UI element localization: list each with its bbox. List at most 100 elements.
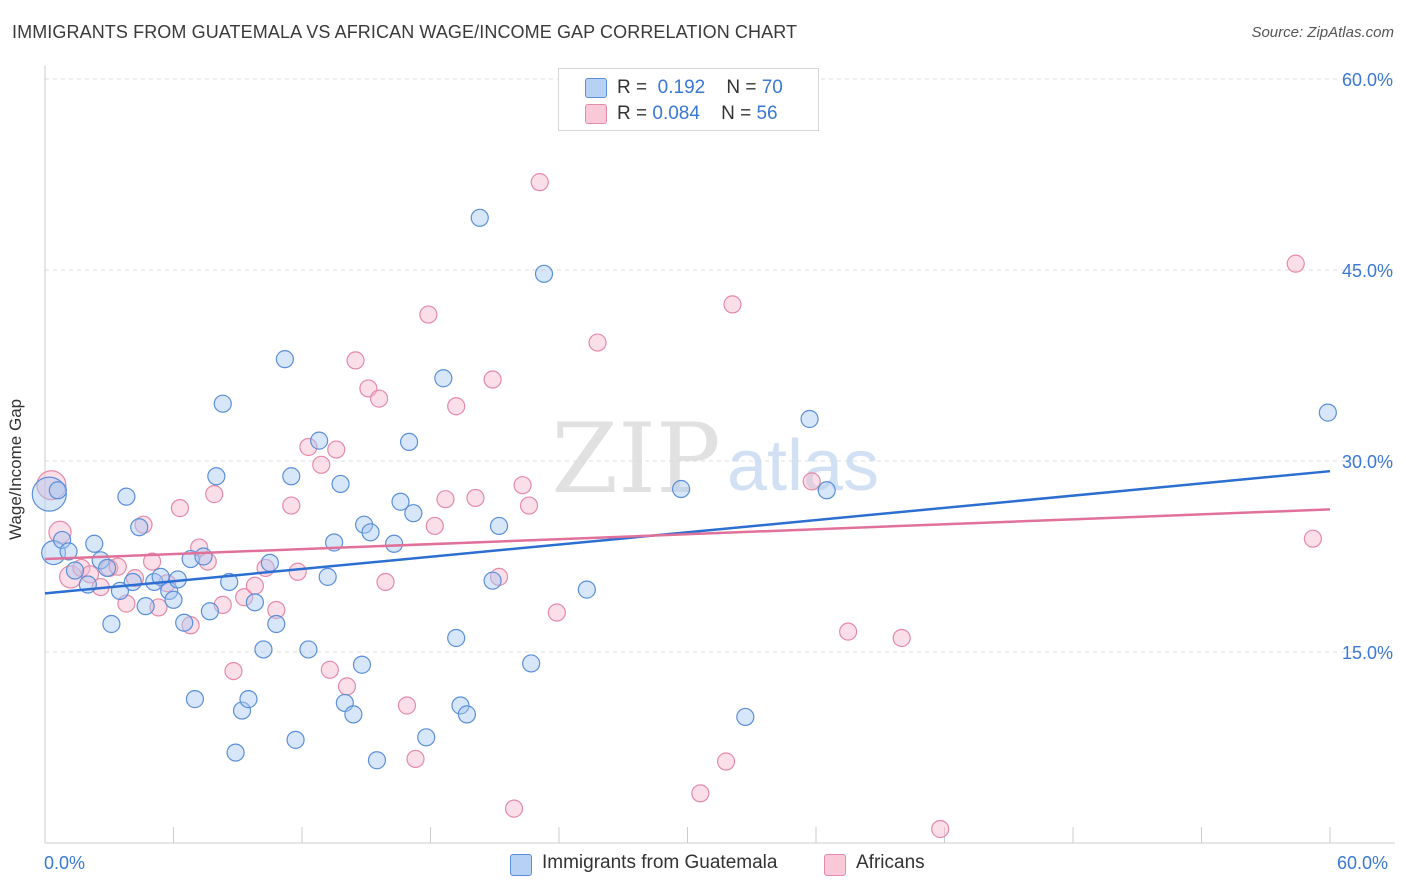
africans-point <box>547 603 566 622</box>
guatemala-point <box>451 696 470 715</box>
x-tick-min: 0.0% <box>44 853 86 873</box>
bottom-legend-swatch-blue <box>510 854 532 876</box>
y-tick-label: 45.0% <box>1342 261 1393 281</box>
guatemala-point <box>226 743 245 762</box>
guatemala-point <box>310 431 329 450</box>
guatemala-point <box>85 534 104 553</box>
legend-n-label: N = <box>726 77 757 98</box>
guatemala-point <box>185 690 205 709</box>
guatemala-trend-line <box>44 469 1331 595</box>
africans-point <box>406 749 425 769</box>
africans-point <box>419 305 438 324</box>
guatemala-point <box>65 561 85 580</box>
guatemala-point <box>1318 403 1337 422</box>
africans-point <box>224 661 243 681</box>
legend-r-value: 0.192 <box>657 77 706 98</box>
guatemala-point <box>736 707 755 727</box>
guatemala-point <box>534 264 554 283</box>
africans-point <box>397 696 417 715</box>
guatemala-point <box>318 567 337 586</box>
africans-point <box>1286 254 1305 273</box>
legend-r-value: 0.084 <box>652 103 700 124</box>
africans-point <box>376 572 395 592</box>
africans-point <box>245 576 264 595</box>
chart-title: IMMIGRANTS FROM GUATEMALA VS AFRICAN WAG… <box>12 22 798 42</box>
guatemala-point <box>220 572 239 592</box>
africans-point <box>530 173 549 192</box>
guatemala-point <box>267 614 286 634</box>
africans-point <box>466 488 485 508</box>
africans-point <box>483 370 502 389</box>
africans-point <box>370 389 389 408</box>
legend-swatch-pink <box>585 104 607 124</box>
guatemala-point <box>483 571 502 590</box>
africans-point <box>205 485 224 504</box>
guatemala-point <box>344 705 363 724</box>
watermark: ZIP atlas <box>551 403 879 515</box>
africans-point <box>716 752 736 771</box>
guatemala-point <box>355 515 374 534</box>
guatemala-point <box>286 730 305 749</box>
africans-point <box>519 496 539 515</box>
guatemala-point <box>194 547 213 566</box>
guatemala-point <box>53 530 72 550</box>
africans-point <box>346 351 365 370</box>
guatemala-point <box>399 432 419 451</box>
africans-point <box>425 516 444 536</box>
africans-point <box>892 628 911 648</box>
africans-point <box>235 588 254 607</box>
guatemala-point <box>213 394 232 413</box>
trend-lines <box>44 469 1331 595</box>
africans-point <box>839 622 858 641</box>
africans-point <box>299 437 318 457</box>
guatemala-point <box>391 492 410 511</box>
guatemala-point <box>98 558 117 578</box>
africans-point <box>288 562 307 581</box>
guatemala-point <box>245 593 264 612</box>
guatemala-point <box>207 467 226 486</box>
watermark-atlas: atlas <box>727 426 879 506</box>
guatemala-point <box>136 597 155 616</box>
africans-point <box>142 552 162 571</box>
africans-trend-line <box>44 508 1331 561</box>
africans-point <box>170 499 190 518</box>
guatemala-point <box>489 516 509 536</box>
guatemala-point <box>275 350 294 369</box>
gridlines <box>45 78 1395 653</box>
guatemala-point <box>367 751 387 770</box>
bottom-legend-label: Immigrants from Guatemala <box>542 852 778 873</box>
guatemala-point <box>384 534 404 553</box>
guatemala-point <box>232 701 252 720</box>
africans-point <box>504 799 524 818</box>
legend-swatch-blue <box>585 78 607 98</box>
y-tick-label: 15.0% <box>1342 643 1393 663</box>
guatemala-point <box>457 705 477 724</box>
guatemala-point <box>48 481 67 500</box>
guatemala-point <box>434 369 453 388</box>
africans-point <box>436 490 455 509</box>
guatemala-point <box>417 728 436 747</box>
africans-point <box>802 472 821 491</box>
guatemala-point <box>175 613 194 632</box>
guatemala-point <box>130 518 149 537</box>
guatemala-point <box>123 572 142 592</box>
africans-point <box>723 295 742 314</box>
guatemala-point <box>200 602 220 621</box>
x-tick-max: 60.0% <box>1337 853 1389 873</box>
guatemala-point <box>800 409 819 429</box>
guatemala-point <box>447 628 466 648</box>
y-tick-label: 60.0% <box>1342 70 1393 90</box>
guatemala-point <box>117 487 136 506</box>
source-credit: Source: ZipAtlas.com <box>1251 24 1394 41</box>
africans-point <box>1303 529 1322 548</box>
data-points <box>31 173 1337 839</box>
bottom-legend-label: Africans <box>856 852 925 873</box>
africans-point <box>149 598 168 617</box>
africans-point <box>588 333 607 352</box>
legend-r-label: R = <box>617 103 648 124</box>
guatemala-point <box>671 479 691 499</box>
africans-point <box>691 784 710 803</box>
africans-point <box>327 440 346 459</box>
watermark-zip: ZIP <box>551 403 720 515</box>
